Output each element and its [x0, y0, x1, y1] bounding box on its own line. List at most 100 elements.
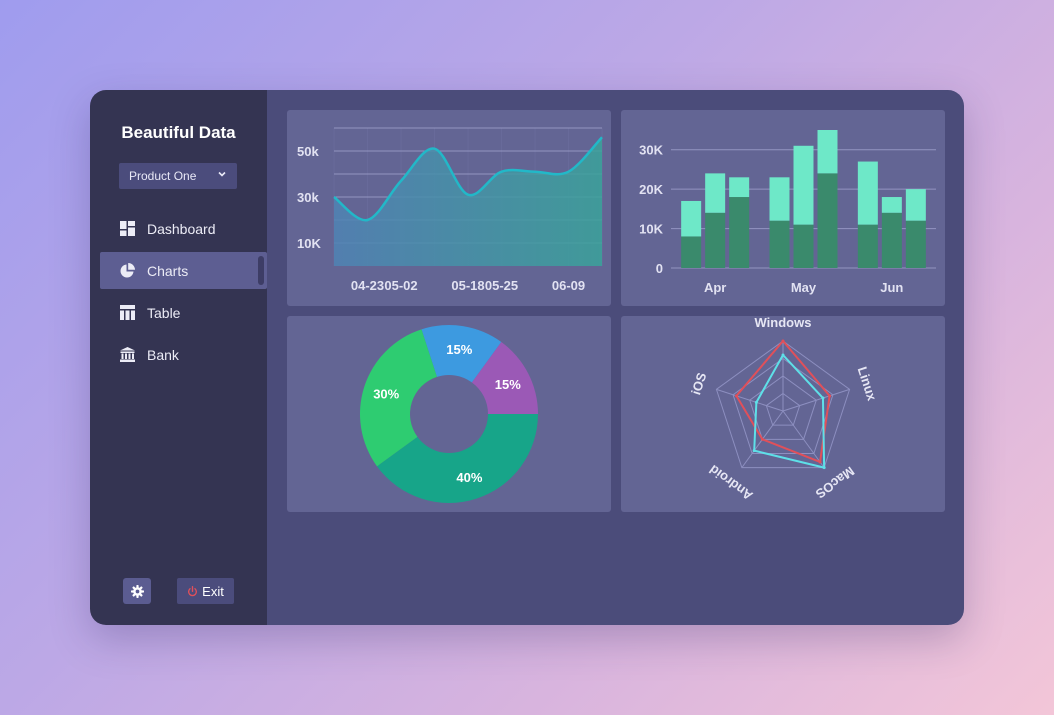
series-line: [333, 136, 603, 222]
slice-label: 15%: [495, 377, 521, 392]
donut-chart: 15% 15% 40% 30%: [360, 325, 538, 503]
x-tick-label: 05-25: [485, 278, 518, 293]
y-tick-label: 10K: [297, 236, 321, 251]
radar-axis-label: Linux: [855, 365, 880, 403]
radar-point: [754, 400, 758, 404]
radar-grid: [715, 340, 851, 469]
radar-spoke: [716, 388, 784, 412]
bar-segment-lower: [817, 173, 838, 268]
stacked-bar-chart: 0 10K 20K 30K Apr May Jun: [639, 130, 936, 295]
bar-chart-card: 0 10K 20K 30K Apr May Jun: [621, 110, 945, 306]
main-content: 10K 30k 50k 04-23 05-02 05-18 05-25 06-09 0 10K 2…: [267, 90, 964, 625]
sidebar-item-dashboard[interactable]: Dashboard: [100, 210, 267, 247]
bar-segment-upper: [857, 161, 878, 225]
bar-segment-upper: [705, 173, 726, 213]
slice-label: 30%: [373, 387, 399, 402]
radar-ring: [749, 375, 817, 440]
radar-point: [752, 449, 756, 453]
area-chart-card: 10K 30k 50k 04-23 05-02 05-18 05-25 06-09: [287, 110, 611, 306]
y-tick-label: 10K: [639, 222, 663, 237]
app-window: Beautiful Data Product One Dashboard Cha…: [90, 90, 964, 625]
radar-point: [734, 394, 738, 398]
x-tick-label: 04-23: [351, 278, 384, 293]
bank-icon: [120, 347, 135, 362]
bars: [681, 130, 926, 268]
sidebar-item-label: Bank: [147, 346, 179, 363]
pie-slice: [471, 341, 538, 414]
area-fill: [334, 137, 602, 266]
area-chart: 10K 30k 50k 04-23 05-02 05-18 05-25 06-09: [297, 127, 603, 293]
radar-point: [828, 394, 832, 398]
x-tick-label: Jun: [880, 280, 903, 295]
brand-title: Beautiful Data: [121, 123, 236, 142]
radar-ring: [715, 340, 851, 469]
radar-series: [735, 340, 831, 463]
bar-segment-upper: [905, 189, 926, 221]
bar-segment-lower: [905, 220, 926, 268]
gear-icon: [130, 584, 144, 598]
radar-ring: [765, 392, 801, 426]
slice-label: 40%: [456, 470, 482, 485]
bar-segment-lower: [793, 224, 814, 268]
x-tick-label: 05-18: [451, 278, 484, 293]
radar-point: [821, 396, 825, 400]
bar-segment-lower: [705, 212, 726, 268]
product-select[interactable]: Product One: [119, 163, 237, 189]
radar-series: [753, 354, 826, 469]
y-tick-label: 50k: [297, 144, 319, 159]
sidebar: Beautiful Data Product One Dashboard Cha…: [90, 90, 267, 625]
chevron-down-icon: [218, 171, 226, 177]
x-tick-label: May: [791, 280, 817, 295]
scrollbar-thumb[interactable]: [258, 256, 264, 285]
bar-segment-upper: [881, 197, 902, 213]
exit-button[interactable]: Exit: [177, 578, 234, 604]
bar-segment-lower: [729, 197, 750, 268]
sidebar-item-label: Dashboard: [147, 220, 216, 237]
pie-slice: [360, 329, 437, 467]
sidebar-item-bank[interactable]: Bank: [100, 336, 267, 373]
bar-segment-lower: [681, 236, 702, 268]
dashboard-icon: [120, 221, 135, 236]
bar-segment-upper: [817, 130, 838, 174]
pie-slice: [376, 414, 538, 503]
radar-axis-label: iOS: [688, 370, 709, 396]
donut-chart-card: 15% 15% 40% 30%: [287, 316, 611, 512]
radar-spoke: [782, 388, 850, 412]
sidebar-nav: Dashboard Charts Table Bank: [100, 210, 267, 378]
radar-point: [822, 466, 826, 470]
radar-spoke: [782, 410, 825, 468]
radar-point: [760, 437, 764, 441]
radar-point: [818, 460, 822, 464]
radar-point: [781, 339, 785, 343]
product-select-value: Product One: [129, 169, 197, 183]
slice-label: 15%: [446, 342, 472, 357]
y-tick-label: 0: [656, 261, 663, 276]
sidebar-item-table[interactable]: Table: [100, 294, 267, 331]
pie-chart-icon: [120, 263, 135, 278]
y-tick-label: 30K: [639, 143, 663, 158]
bar-segment-upper: [681, 200, 702, 237]
sidebar-item-charts[interactable]: Charts: [100, 252, 267, 289]
x-tick-label: Apr: [704, 280, 726, 295]
radar-point: [781, 353, 785, 357]
bar-segment-upper: [793, 145, 814, 225]
pie-slice: [421, 325, 502, 383]
table-icon: [120, 305, 135, 320]
bar-segment-upper: [769, 177, 790, 221]
radar-axis-label: Windows: [755, 316, 812, 330]
y-tick-label: 20K: [639, 182, 663, 197]
x-tick-label: 05-02: [384, 278, 417, 293]
radar-chart-card: Windows Linux MacOS Android iOS: [621, 316, 945, 512]
radar-axis-label: MacOS: [813, 464, 858, 502]
sidebar-item-label: Table: [147, 304, 181, 321]
bar-segment-upper: [729, 177, 750, 198]
sidebar-item-label: Charts: [147, 262, 189, 279]
bar-segment-lower: [881, 212, 902, 268]
power-icon: [188, 585, 198, 596]
x-tick-label: 06-09: [552, 278, 585, 293]
y-tick-label: 30k: [297, 190, 319, 205]
settings-button[interactable]: [123, 578, 151, 604]
bar-segment-lower: [769, 220, 790, 268]
exit-label: Exit: [202, 583, 224, 599]
